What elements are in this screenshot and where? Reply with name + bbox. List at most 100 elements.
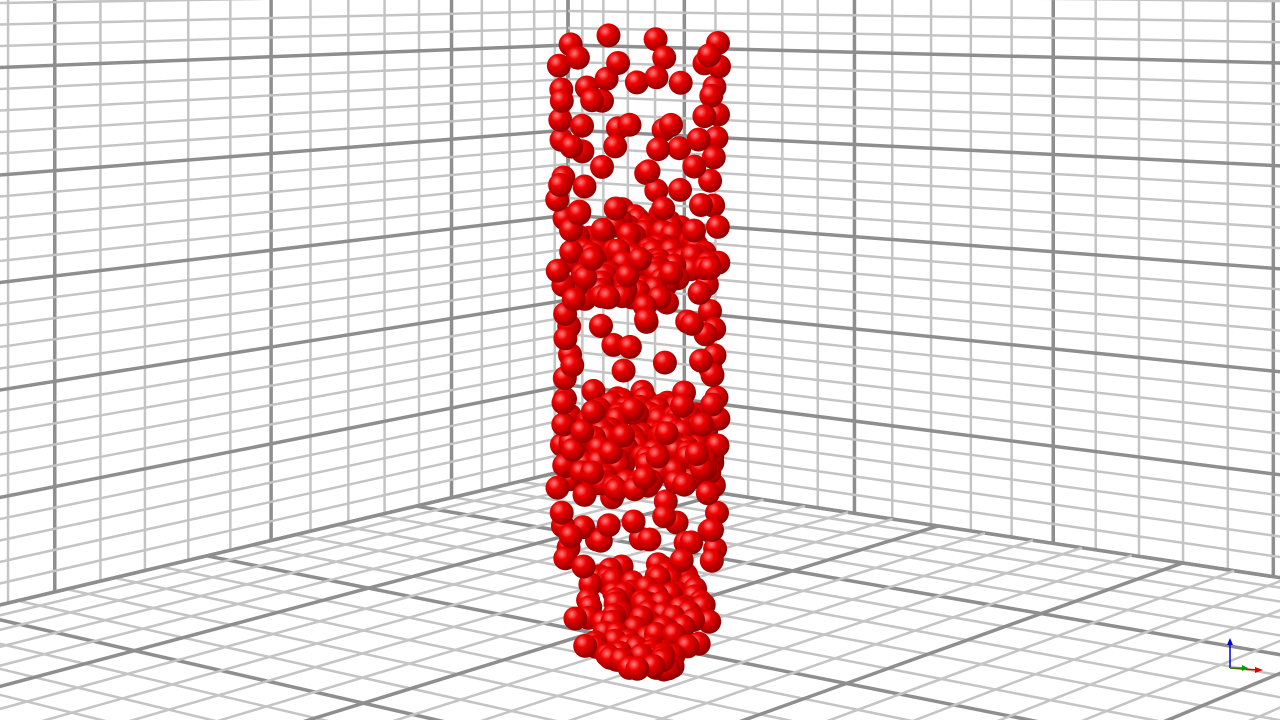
particle-sphere [603, 134, 628, 159]
grid-line [0, 434, 569, 564]
particle-sphere [565, 45, 590, 70]
particle-sphere [637, 527, 662, 552]
z-axis-arrow [1227, 638, 1233, 645]
particle-sphere [632, 465, 657, 490]
particle-sphere [700, 392, 725, 417]
grid-line [0, 349, 569, 456]
grid-line [567, 196, 1280, 250]
grid-line [0, 298, 569, 392]
grid-line [0, 26, 569, 48]
grid-line [1080, 639, 1280, 720]
particle-sphere [580, 88, 605, 113]
grid-line [911, 579, 1280, 720]
grid-line [0, 471, 590, 617]
grid-line [0, 128, 569, 177]
particle-cloud [545, 23, 731, 682]
particle-sphere [625, 656, 650, 681]
particle-sphere [596, 23, 621, 48]
particle-sphere [679, 530, 704, 555]
particle-sphere [551, 412, 576, 437]
grid-line [0, 60, 569, 91]
particle-sphere [651, 196, 676, 221]
particle-sphere [617, 334, 642, 359]
grid-line [567, 94, 1280, 126]
particle-sphere [643, 27, 668, 52]
grid-line [567, 383, 1280, 477]
grid-line [0, 179, 569, 241]
particle-sphere [659, 261, 684, 286]
grid-line [0, 617, 445, 720]
particle-sphere [611, 423, 635, 448]
grid-line [392, 531, 986, 720]
particle-sphere [705, 214, 730, 239]
grid-line [567, 26, 1280, 44]
particle-sphere [570, 419, 595, 444]
grid-line [206, 554, 1039, 720]
particle-sphere [644, 178, 669, 203]
grid-line [0, 315, 569, 413]
particle-sphere [701, 145, 726, 170]
grid-line [0, 0, 269, 5]
grid-line [0, 264, 569, 349]
grid-line [567, 230, 1280, 291]
axis-triad-icon [1227, 638, 1263, 673]
particle-sphere [700, 517, 724, 542]
grid-line [567, 400, 1280, 497]
particle-sphere [692, 104, 717, 129]
particle-sphere [546, 53, 571, 78]
particle-sphere [668, 177, 692, 202]
particle-sphere [695, 481, 720, 506]
grid-line [0, 9, 569, 26]
grid-line [66, 587, 675, 720]
grid-line [0, 281, 569, 370]
grid-line [0, 417, 569, 542]
particle-sphere [620, 397, 645, 422]
particle-sphere [659, 112, 683, 137]
particle-sphere [654, 421, 679, 446]
particle-sphere [634, 307, 658, 332]
grid-line [567, 179, 1280, 229]
particle-sphere [559, 239, 584, 264]
particle-sphere [689, 193, 713, 217]
particle-sphere [690, 412, 715, 437]
particle-sphere [559, 134, 584, 159]
particle-sphere [686, 127, 711, 152]
particle-sphere [698, 256, 723, 281]
particle-sphere [549, 500, 574, 525]
particle-sphere [573, 265, 598, 290]
particle-sphere [590, 217, 615, 242]
grid-line [0, 332, 569, 435]
grid-line [0, 230, 569, 306]
particle-sphere [615, 263, 640, 288]
grid-line [0, 366, 569, 478]
particle-sphere [652, 45, 677, 70]
grid-line [0, 481, 651, 649]
particle-sphere [548, 107, 573, 132]
particle-sphere [580, 246, 605, 271]
particle-sphere [704, 125, 729, 150]
grid-line [0, 94, 569, 134]
grid-line [216, 517, 893, 720]
grid-line [567, 298, 1280, 374]
grid-line [567, 43, 1280, 65]
grid-line [567, 247, 1280, 312]
particle-sphere [553, 546, 578, 571]
grid-line [0, 687, 749, 720]
particle-sphere [687, 280, 712, 305]
grid-line [0, 451, 569, 585]
particle-sphere [545, 475, 570, 500]
grid-line [567, 60, 1280, 85]
particle-sphere [699, 548, 724, 573]
grid-line [567, 366, 1280, 456]
grid-line [0, 468, 569, 607]
particle-sphere [596, 285, 621, 310]
grid-line [567, 468, 1280, 580]
particle-sphere [570, 113, 594, 138]
particle-sphere [580, 399, 605, 424]
particle-sphere [573, 633, 598, 658]
particle-sphere [652, 350, 677, 375]
particle-sphere [672, 472, 697, 497]
grid-line [996, 608, 1280, 720]
